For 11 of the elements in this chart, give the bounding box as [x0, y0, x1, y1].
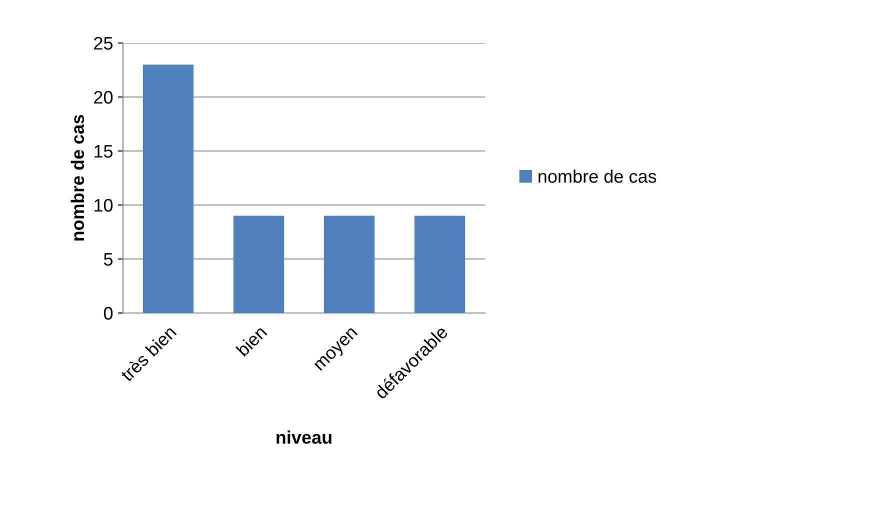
y-tick-label: 15: [94, 145, 113, 158]
x-tick-label: bien: [235, 324, 268, 357]
y-tick-label: 5: [104, 253, 113, 266]
y-tick-label: 10: [94, 198, 113, 212]
y-tick-label: 0: [104, 306, 113, 320]
legend-label: nombre de cas: [538, 170, 656, 183]
x-axis-title: niveau: [276, 430, 332, 444]
y-tick-label: 25: [94, 36, 113, 50]
y-tick-label: 20: [94, 90, 113, 104]
x-tick-label: très bien: [119, 324, 177, 382]
y-axis-title: nombre de cas: [70, 115, 84, 241]
